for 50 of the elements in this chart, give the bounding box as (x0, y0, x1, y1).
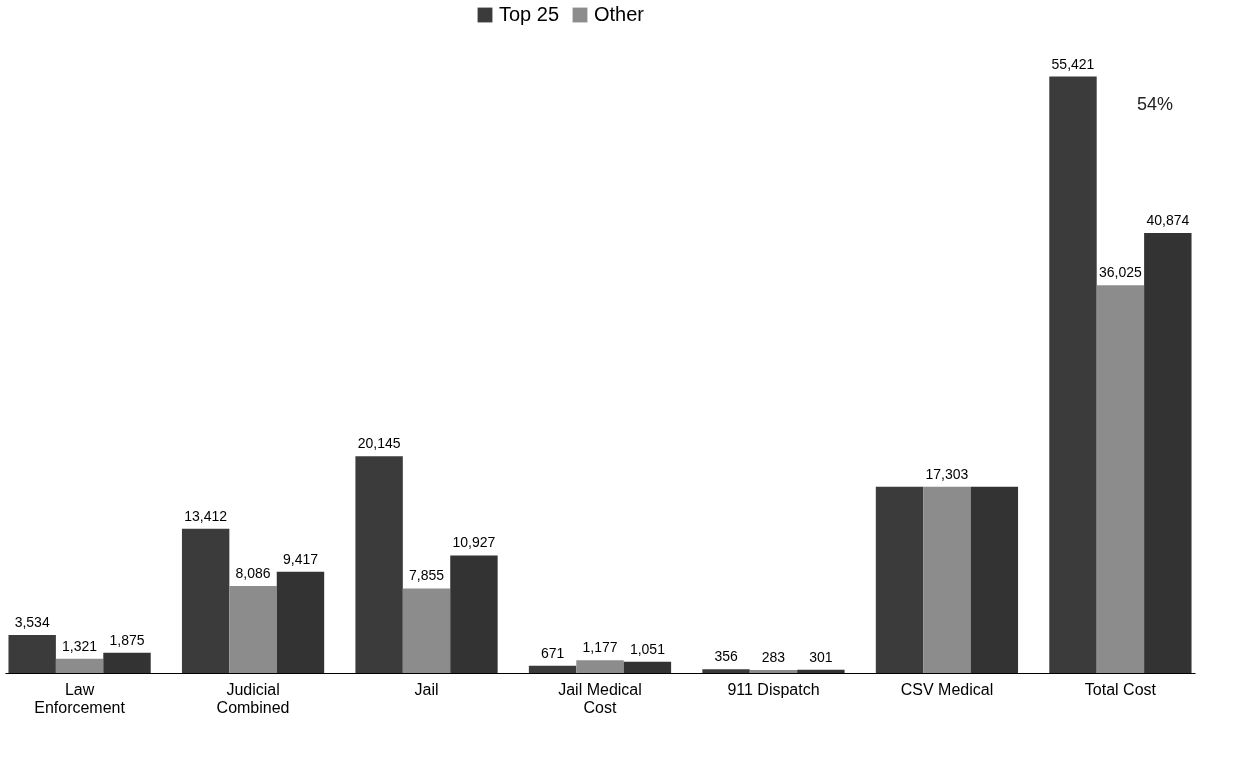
data-label: 7,855 (409, 567, 445, 584)
data-label: 8,086 (235, 564, 271, 581)
legend-label: Other (594, 3, 645, 25)
data-label: 301 (809, 648, 833, 665)
data-label: 55,421 (1051, 55, 1095, 72)
x-tick-label: Law Enforcement (34, 680, 126, 716)
bar (528, 665, 577, 673)
x-tick-label: Jail (414, 680, 439, 698)
data-label: 1,321 (62, 637, 98, 654)
legend-label: Top 25 (499, 3, 560, 25)
bar (103, 652, 151, 673)
bar (875, 486, 924, 673)
bar (797, 669, 845, 673)
data-label: 40,874 (1146, 212, 1190, 229)
bar (970, 486, 1019, 673)
bar (1096, 285, 1145, 673)
bar (749, 669, 798, 673)
x-tick-label: Jail Medical Cost (558, 680, 642, 716)
bar (229, 585, 277, 673)
annotation: 54% (1136, 94, 1174, 114)
bar (276, 571, 325, 673)
bar (402, 588, 451, 673)
data-label: 356 (714, 648, 738, 665)
x-tick-label: Total Cost (1084, 680, 1157, 698)
data-label: 1,177 (582, 639, 618, 656)
data-label: 3,534 (14, 613, 50, 630)
data-label: 1,875 (109, 631, 145, 648)
bar (355, 456, 403, 673)
data-label: 20,145 (357, 435, 401, 452)
data-label: 10,927 (452, 534, 496, 551)
bar (450, 555, 498, 673)
data-label: 283 (761, 648, 786, 665)
bar (1049, 76, 1097, 673)
x-tick-label: CSV Medical (900, 680, 994, 698)
bar (702, 669, 750, 673)
data-label: 671 (540, 644, 565, 661)
data-label: 9,417 (282, 550, 319, 567)
data-label: 1,051 (629, 640, 666, 657)
bar (576, 660, 624, 673)
data-label: 36,025 (1098, 264, 1143, 281)
x-tick-label: 911 Dispatch (727, 680, 820, 698)
data-label: 17,303 (925, 465, 969, 482)
data-label: 13,412 (184, 507, 228, 524)
bar (55, 658, 104, 673)
bar (923, 486, 971, 673)
bar (181, 528, 230, 673)
bar (623, 661, 672, 673)
x-tick-label: Judicial Combined (216, 680, 290, 716)
bar (8, 634, 56, 673)
bar (1144, 233, 1192, 673)
